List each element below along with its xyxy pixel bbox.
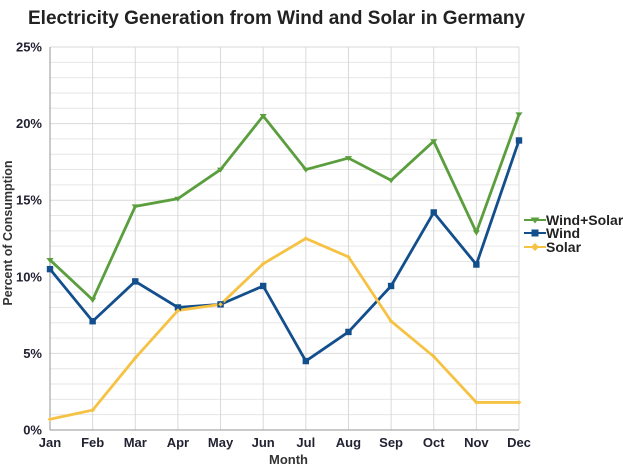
svg-text:Sep: Sep	[379, 435, 403, 450]
svg-text:Jul: Jul	[296, 435, 315, 450]
svg-text:25%: 25%	[16, 40, 42, 55]
svg-text:5%: 5%	[23, 346, 42, 361]
svg-text:Apr: Apr	[167, 435, 189, 450]
svg-text:Mar: Mar	[124, 435, 147, 450]
svg-text:Feb: Feb	[81, 435, 104, 450]
svg-text:20%: 20%	[16, 116, 42, 131]
svg-text:15%: 15%	[16, 193, 42, 208]
svg-text:Dec: Dec	[507, 435, 531, 450]
svg-text:Oct: Oct	[423, 435, 445, 450]
svg-text:May: May	[208, 435, 234, 450]
svg-text:Jan: Jan	[39, 435, 61, 450]
svg-text:Jun: Jun	[252, 435, 275, 450]
svg-text:10%: 10%	[16, 269, 42, 284]
svg-text:Nov: Nov	[464, 435, 489, 450]
svg-text:Aug: Aug	[336, 435, 361, 450]
